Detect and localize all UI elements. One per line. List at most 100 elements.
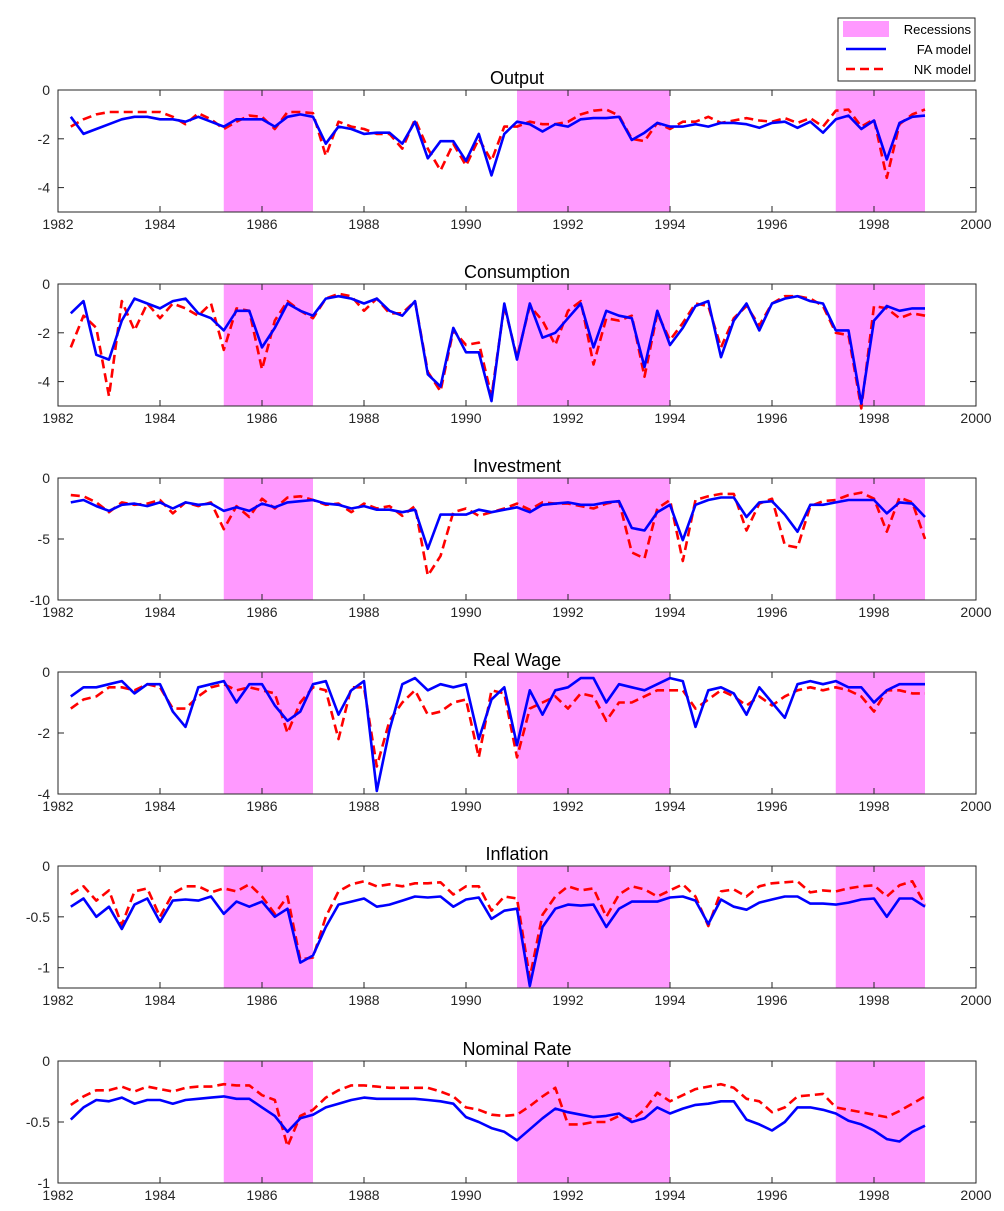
x-tick-label: 1996 — [756, 1187, 787, 1203]
legend-swatch-recessions — [843, 21, 889, 37]
x-tick-label: 1990 — [450, 992, 481, 1008]
recession-band — [517, 1061, 670, 1183]
x-tick-label: 1982 — [42, 798, 73, 814]
x-tick-label: 1998 — [858, 992, 889, 1008]
x-tick-label: 1982 — [42, 216, 73, 232]
chart-panel-5: 1982 1984 1986 1988 1990 1992 1994 1996 1998 2000… — [26, 844, 992, 1008]
y-tick-label: -0.5 — [26, 909, 50, 925]
x-tick-label: 2000 — [960, 216, 991, 232]
x-tick-label: 1992 — [552, 410, 583, 426]
x-tick-label: 1996 — [756, 216, 787, 232]
series-line-fa-model — [70, 895, 926, 988]
y-tick-label: -2 — [38, 131, 51, 147]
axes-box — [57, 89, 977, 213]
x-tick-label: 1990 — [450, 410, 481, 426]
x-tick-label: 2000 — [960, 992, 991, 1008]
x-tick-label: 1982 — [42, 410, 73, 426]
x-tick-label: 2000 — [960, 1187, 991, 1203]
panel-title: Investment — [473, 456, 561, 476]
chart-panel-2: 1982 1984 1986 1988 1990 1992 1994 1996 1998 2000… — [38, 262, 992, 426]
chart-panel-1: 1982 1984 1986 1988 1990 1992 1994 1996 1998 2000… — [38, 68, 992, 232]
series-line-nk-model — [69, 292, 926, 410]
legend-label: NK model — [914, 62, 971, 77]
x-tick-label: 1986 — [246, 798, 277, 814]
x-tick-label: 1984 — [144, 216, 175, 232]
x-tick-label: 1988 — [348, 410, 379, 426]
x-tick-label: 1988 — [348, 604, 379, 620]
chart-panel-4: 1982 1984 1986 1988 1990 1992 1994 1996 1998 2000… — [38, 650, 992, 814]
x-tick-label: 2000 — [960, 410, 991, 426]
chart-panel-3: 1982 1984 1986 1988 1990 1992 1994 1996 1998 2000… — [30, 456, 992, 620]
legend-label: Recessions — [904, 22, 972, 37]
x-tick-label: 1990 — [450, 216, 481, 232]
recession-band — [223, 866, 313, 988]
x-tick-label: 1998 — [858, 410, 889, 426]
y-tick-label: -4 — [38, 374, 51, 390]
axes-box — [57, 283, 977, 407]
series-line-fa-model — [69, 294, 925, 405]
x-tick-label: 1988 — [348, 798, 379, 814]
x-tick-label: 1990 — [450, 798, 481, 814]
x-tick-label: 1984 — [144, 410, 175, 426]
x-tick-label: 1982 — [42, 604, 73, 620]
recession-band — [835, 478, 925, 600]
x-tick-label: 1996 — [756, 992, 787, 1008]
panel-title: Real Wage — [473, 650, 561, 670]
x-tick-label: 1988 — [348, 216, 379, 232]
y-tick-label: -1 — [38, 1175, 51, 1191]
x-tick-label: 1998 — [858, 604, 889, 620]
x-tick-label: 1994 — [654, 604, 685, 620]
series-line-fa-model — [70, 496, 926, 551]
x-tick-label: 1988 — [348, 992, 379, 1008]
x-tick-label: 1994 — [654, 798, 685, 814]
series-line-nk-model — [70, 1082, 926, 1148]
x-tick-label: 1984 — [144, 798, 175, 814]
axes-box — [57, 865, 977, 989]
x-tick-label: 1990 — [450, 604, 481, 620]
chart-panel-6: 1982 1984 1986 1988 1990 1992 1994 1996 1998 2000… — [26, 1039, 992, 1203]
y-tick-label: -1 — [38, 960, 51, 976]
x-tick-label: 1994 — [654, 1187, 685, 1203]
legend: Recessions FA model NK model — [837, 17, 976, 82]
series-line-nk-model — [70, 682, 925, 768]
panel-title: Inflation — [485, 844, 548, 864]
y-tick-label: -4 — [38, 786, 51, 802]
y-tick-label: 0 — [42, 276, 50, 292]
y-tick-label: 0 — [42, 858, 50, 874]
x-tick-label: 1992 — [552, 604, 583, 620]
x-tick-label: 1986 — [246, 410, 277, 426]
series-line-fa-model — [70, 676, 925, 793]
x-tick-label: 1984 — [144, 1187, 175, 1203]
panel-title: Consumption — [464, 262, 570, 282]
x-tick-label: 1994 — [654, 992, 685, 1008]
legend-label: FA model — [917, 42, 971, 57]
recession-band — [835, 866, 925, 988]
x-tick-label: 1996 — [756, 410, 787, 426]
x-tick-label: 1992 — [552, 798, 583, 814]
x-tick-label: 1994 — [654, 216, 685, 232]
series-line-nk-model — [70, 879, 927, 980]
x-tick-label: 1986 — [246, 992, 277, 1008]
y-tick-label: -2 — [38, 325, 51, 341]
y-tick-label: 0 — [42, 1053, 50, 1069]
y-tick-label: -4 — [38, 180, 51, 196]
x-tick-label: 1998 — [858, 1187, 889, 1203]
x-tick-label: 1982 — [42, 1187, 73, 1203]
y-tick-label: -10 — [30, 592, 50, 608]
x-tick-label: 1982 — [42, 992, 73, 1008]
panel-title: Nominal Rate — [462, 1039, 571, 1059]
recession-band — [835, 284, 925, 406]
x-tick-label: 1992 — [552, 992, 583, 1008]
series-line-nk-model — [70, 108, 926, 180]
recession-band — [223, 90, 313, 212]
x-tick-label: 2000 — [960, 798, 991, 814]
panel-title: Output — [490, 68, 544, 88]
y-tick-label: 0 — [42, 470, 50, 486]
recession-band — [223, 478, 313, 600]
series-line-fa-model — [69, 113, 926, 177]
y-tick-label: -2 — [38, 725, 51, 741]
y-tick-label: -5 — [38, 531, 51, 547]
x-tick-label: 1986 — [246, 216, 277, 232]
series-line-fa-model — [69, 1095, 926, 1143]
